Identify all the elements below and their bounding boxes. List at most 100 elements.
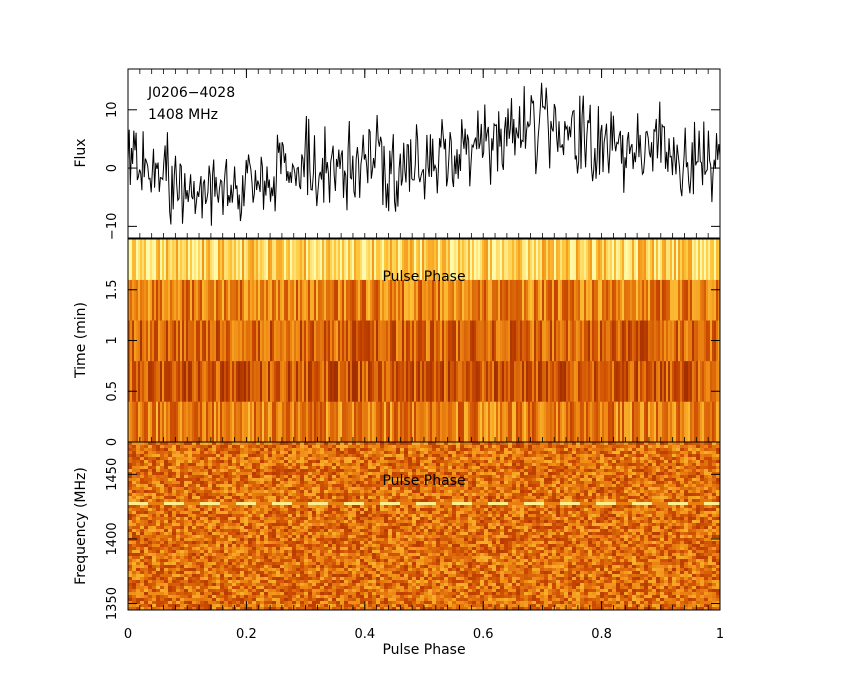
time-phase-cell [186, 279, 189, 321]
time-phase-cell [220, 279, 223, 321]
frequency-phase-cell [456, 478, 461, 482]
frequency-phase-cell [384, 511, 389, 515]
time-phase-cell [678, 279, 681, 321]
frequency-phase-cell [440, 508, 445, 512]
frequency-phase-cell [656, 505, 661, 509]
frequency-phase-cell [304, 460, 309, 464]
frequency-phase-cell [608, 454, 613, 458]
frequency-phase-cell [184, 445, 189, 449]
time-phase-cell [692, 360, 695, 402]
frequency-phase-cell [172, 451, 177, 455]
frequency-phase-cell [628, 487, 633, 491]
time-phase-cell [298, 401, 301, 443]
frequency-phase-cell [544, 508, 549, 512]
frequency-phase-cell [148, 472, 153, 476]
time-phase-cell [256, 401, 259, 443]
frequency-phase-cell [460, 499, 465, 503]
time-phase-cell [590, 360, 593, 402]
frequency-phase-cell [544, 475, 549, 479]
frequency-phase-cell [636, 463, 641, 467]
frequency-phase-cell [668, 490, 673, 494]
frequency-phase-cell [192, 484, 197, 488]
frequency-phase-cell [224, 505, 229, 509]
frequency-phase-cell [228, 499, 233, 503]
frequency-phase-cell [316, 493, 321, 497]
time-phase-cell [332, 360, 335, 402]
time-phase-cell [570, 320, 573, 362]
time-phase-cell [608, 320, 611, 362]
frequency-phase-cell [520, 499, 525, 503]
frequency-phase-cell [172, 454, 177, 458]
frequency-phase-cell [204, 472, 209, 476]
frequency-phase-cell [148, 475, 153, 479]
time-phase-cell [206, 239, 209, 280]
frequency-phase-cell [612, 475, 617, 479]
frequency-phase-cell [496, 490, 501, 494]
frequency-phase-cell [500, 490, 505, 494]
frequency-phase-cell [424, 469, 429, 473]
time-phase-cell [466, 401, 469, 443]
time-phase-cell [324, 360, 327, 402]
frequency-phase-cell [516, 481, 521, 485]
frequency-phase-cell [508, 487, 513, 491]
frequency-phase-cell [380, 499, 385, 503]
time-phase-cell [292, 401, 295, 443]
frequency-phase-cell [292, 487, 297, 491]
frequency-phase-cell [352, 511, 357, 515]
frequency-phase-cell [300, 499, 305, 503]
frequency-phase-cell [384, 487, 389, 491]
frequency-phase-cell [164, 448, 169, 452]
time-phase-cell [636, 320, 639, 362]
frequency-phase-cell [452, 478, 457, 482]
time-phase-cell [232, 401, 235, 443]
frequency-phase-cell [144, 493, 149, 497]
frequency-phase-cell [712, 502, 717, 506]
frequency-phase-cell [508, 508, 513, 512]
frequency-phase-cell [528, 490, 533, 494]
frequency-phase-cell [624, 463, 629, 467]
time-phase-cell [540, 320, 543, 362]
time-phase-cell [578, 360, 581, 402]
time-phase-cell [538, 360, 541, 402]
frequency-phase-cell [184, 469, 189, 473]
frequency-phase-cell [372, 448, 377, 452]
time-phase-cell [282, 239, 285, 280]
frequency-phase-cell [484, 463, 489, 467]
frequency-phase-cell [364, 445, 369, 449]
frequency-phase-cell [476, 481, 481, 485]
frequency-phase-cell [540, 505, 545, 509]
frequency-phase-cell [264, 496, 269, 500]
frequency-phase-cell [652, 463, 657, 467]
frequency-phase-cell [320, 511, 325, 515]
time-phase-cell [510, 279, 513, 321]
frequency-phase-cell [140, 505, 145, 509]
time-phase-cell [466, 360, 469, 402]
time-phase-cell [552, 239, 555, 280]
frequency-phase-cell [468, 487, 473, 491]
time-phase-cell [674, 279, 677, 321]
time-phase-cell [418, 360, 421, 402]
time-phase-cell [264, 360, 267, 402]
frequency-phase-cell [252, 475, 257, 479]
frequency-phase-cell [488, 475, 493, 479]
frequency-phase-cell [352, 502, 357, 506]
frequency-phase-cell [612, 505, 617, 509]
frequency-phase-cell [256, 511, 261, 515]
frequency-phase-cell [392, 508, 397, 512]
time-phase-cell [460, 239, 463, 280]
frequency-phase-cell [292, 499, 297, 503]
time-phase-cell [678, 360, 681, 402]
frequency-phase-cell [132, 487, 137, 491]
frequency-phase-cell [636, 487, 641, 491]
time-phase-cell [418, 401, 421, 443]
frequency-phase-cell [432, 448, 437, 452]
frequency-phase-cell [252, 490, 257, 494]
frequency-phase-cell [212, 487, 217, 491]
time-phase-cell [670, 320, 673, 362]
time-phase-cell [202, 401, 205, 443]
frequency-phase-cell [160, 445, 165, 449]
frequency-phase-cell [436, 466, 441, 470]
frequency-phase-cell [140, 508, 145, 512]
frequency-phase-cell [496, 472, 501, 476]
frequency-phase-cell [200, 442, 205, 446]
